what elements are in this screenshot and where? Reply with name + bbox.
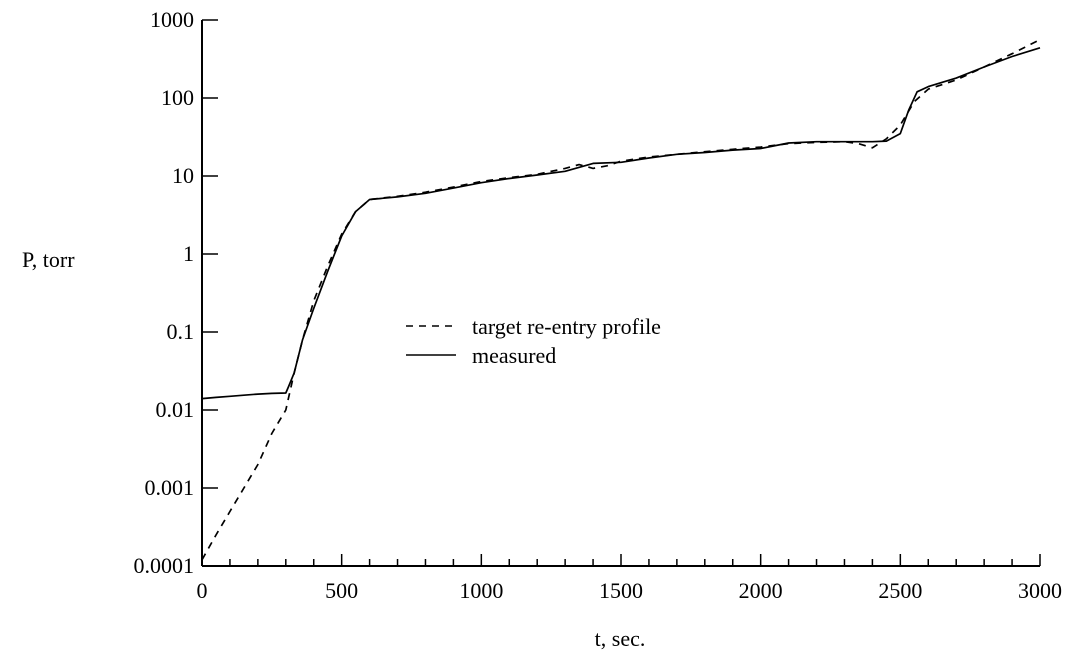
axes xyxy=(201,20,1040,567)
ticks xyxy=(201,19,1041,567)
legend-label-target: target re-entry profile xyxy=(472,314,661,339)
y-tick-label: 10 xyxy=(172,163,194,188)
series-line-target xyxy=(201,38,1041,561)
x-tick-label: 2500 xyxy=(878,578,922,603)
x-tick-label: 500 xyxy=(325,578,358,603)
legend-label-measured: measured xyxy=(472,343,556,368)
x-tick-label: 3000 xyxy=(1018,578,1062,603)
series-line-measured xyxy=(201,46,1041,400)
y-tick-label: 1000 xyxy=(150,7,194,32)
y-tick-label: 0.1 xyxy=(167,319,195,344)
tick-labels: 0 500 1000 1500 2000 2500 3000 0.0001 0.001 0.01 0… xyxy=(134,7,1063,603)
x-axis-label: t, sec. xyxy=(595,626,646,651)
x-tick-label: 1500 xyxy=(599,578,643,603)
y-tick-label: 100 xyxy=(161,85,194,110)
y-tick-label: 0.001 xyxy=(145,475,195,500)
y-tick-label: 0.0001 xyxy=(134,553,195,578)
x-tick-label: 0 xyxy=(197,578,208,603)
x-tick-label: 1000 xyxy=(459,578,503,603)
legend: target re-entry profile measured xyxy=(406,314,661,368)
x-tick-label: 2000 xyxy=(739,578,783,603)
series-lines xyxy=(201,38,1041,561)
y-tick-label: 1 xyxy=(183,241,194,266)
y-axis-label: P, torr xyxy=(22,247,75,272)
y-tick-label: 0.01 xyxy=(156,397,195,422)
